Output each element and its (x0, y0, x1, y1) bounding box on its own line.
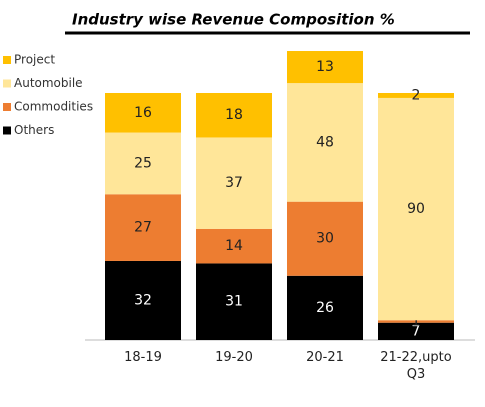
value-label: 14 (225, 238, 243, 254)
bar-segment (196, 263, 272, 340)
bar-segment (196, 137, 272, 229)
x-tick-label: 20-21 (306, 350, 344, 365)
legend-swatch (3, 79, 11, 88)
value-label: 13 (316, 59, 334, 75)
bar-segment (105, 260, 181, 340)
legend-label: Commodities (14, 100, 93, 114)
value-label: 31 (225, 294, 243, 310)
bar-segment (105, 93, 181, 133)
legend-label: Automobile (14, 76, 83, 90)
value-label: 1 (412, 313, 421, 329)
x-tick-label: 19-20 (215, 350, 253, 365)
bar-segment (196, 93, 272, 138)
bar-segment (378, 97, 454, 321)
value-label: 30 (316, 231, 334, 247)
bar-segment (105, 194, 181, 261)
bar-segment (287, 51, 363, 84)
value-label: 27 (134, 220, 152, 236)
bar-segment (378, 93, 454, 98)
value-label: 25 (134, 155, 152, 171)
value-label: 18 (225, 107, 243, 123)
value-label: 2 (412, 87, 421, 103)
value-label: 26 (316, 300, 334, 316)
legend-label: Project (14, 53, 55, 67)
bar-segment (287, 275, 363, 340)
value-label: 37 (225, 175, 243, 191)
value-label: 7 (412, 323, 421, 339)
bar-segment (378, 322, 454, 340)
bar-segment (287, 201, 363, 276)
legend-swatch (3, 56, 11, 64)
x-tick-label: 21-22,upto Q3 (380, 350, 452, 382)
x-tick-label: 18-19 (124, 350, 162, 365)
bar-segment (287, 83, 363, 202)
value-label: 48 (316, 134, 334, 150)
bar-segment (378, 320, 454, 323)
legend-swatch (3, 126, 11, 135)
value-label: 16 (134, 105, 152, 121)
value-label: 90 (407, 201, 425, 217)
bar-segment (196, 228, 272, 264)
legend-swatch (3, 103, 11, 111)
legend-label: Others (14, 123, 54, 137)
value-label: 32 (134, 292, 152, 308)
bar-segment (105, 132, 181, 195)
chart-title: Industry wise Revenue Composition % (72, 11, 395, 29)
